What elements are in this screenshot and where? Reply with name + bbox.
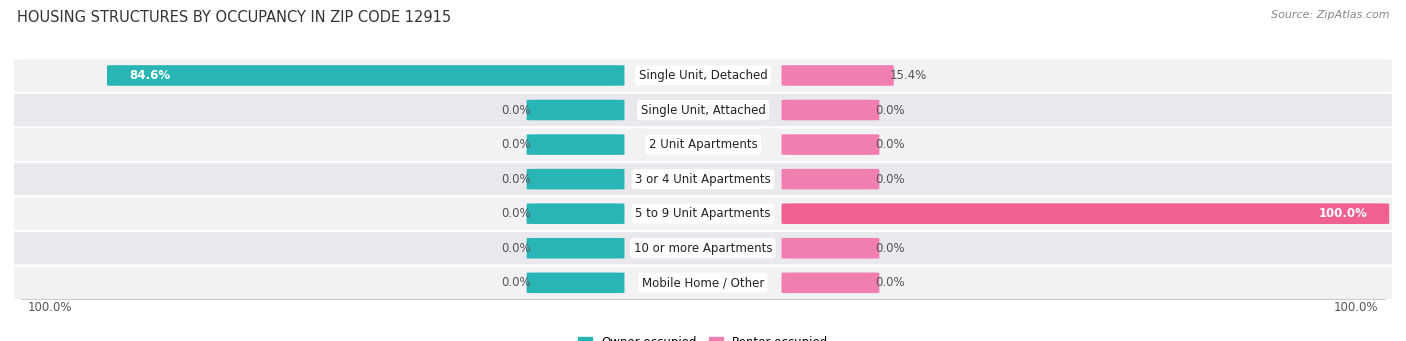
FancyBboxPatch shape xyxy=(527,272,624,293)
FancyBboxPatch shape xyxy=(782,134,879,155)
Text: 0.0%: 0.0% xyxy=(875,276,905,289)
Text: 3 or 4 Unit Apartments: 3 or 4 Unit Apartments xyxy=(636,173,770,186)
FancyBboxPatch shape xyxy=(10,94,1396,126)
FancyBboxPatch shape xyxy=(782,65,894,86)
Text: 0.0%: 0.0% xyxy=(875,138,905,151)
FancyBboxPatch shape xyxy=(107,65,624,86)
FancyBboxPatch shape xyxy=(527,169,624,190)
Text: 100.0%: 100.0% xyxy=(1334,301,1378,314)
Text: Single Unit, Attached: Single Unit, Attached xyxy=(641,104,765,117)
Text: 0.0%: 0.0% xyxy=(501,138,531,151)
Text: Mobile Home / Other: Mobile Home / Other xyxy=(641,276,765,289)
FancyBboxPatch shape xyxy=(782,238,879,258)
Text: 5 to 9 Unit Apartments: 5 to 9 Unit Apartments xyxy=(636,207,770,220)
Text: 0.0%: 0.0% xyxy=(875,242,905,255)
Text: 0.0%: 0.0% xyxy=(501,104,531,117)
FancyBboxPatch shape xyxy=(782,100,879,120)
Text: 0.0%: 0.0% xyxy=(501,207,531,220)
FancyBboxPatch shape xyxy=(527,203,624,224)
FancyBboxPatch shape xyxy=(782,169,879,190)
FancyBboxPatch shape xyxy=(782,203,1389,224)
Text: 0.0%: 0.0% xyxy=(501,173,531,186)
FancyBboxPatch shape xyxy=(10,163,1396,195)
Text: 0.0%: 0.0% xyxy=(501,242,531,255)
Text: HOUSING STRUCTURES BY OCCUPANCY IN ZIP CODE 12915: HOUSING STRUCTURES BY OCCUPANCY IN ZIP C… xyxy=(17,10,451,25)
Text: 100.0%: 100.0% xyxy=(1319,207,1367,220)
Text: 0.0%: 0.0% xyxy=(501,276,531,289)
FancyBboxPatch shape xyxy=(10,267,1396,299)
Legend: Owner-occupied, Renter-occupied: Owner-occupied, Renter-occupied xyxy=(575,333,831,341)
Text: 10 or more Apartments: 10 or more Apartments xyxy=(634,242,772,255)
Text: 15.4%: 15.4% xyxy=(890,69,927,82)
FancyBboxPatch shape xyxy=(10,59,1396,92)
FancyBboxPatch shape xyxy=(527,100,624,120)
FancyBboxPatch shape xyxy=(782,272,879,293)
Text: 2 Unit Apartments: 2 Unit Apartments xyxy=(648,138,758,151)
FancyBboxPatch shape xyxy=(527,238,624,258)
Text: 84.6%: 84.6% xyxy=(129,69,170,82)
Text: Single Unit, Detached: Single Unit, Detached xyxy=(638,69,768,82)
Text: 0.0%: 0.0% xyxy=(875,104,905,117)
Text: Source: ZipAtlas.com: Source: ZipAtlas.com xyxy=(1271,10,1389,20)
FancyBboxPatch shape xyxy=(527,134,624,155)
FancyBboxPatch shape xyxy=(10,129,1396,161)
FancyBboxPatch shape xyxy=(10,197,1396,230)
Text: 100.0%: 100.0% xyxy=(28,301,72,314)
Text: 0.0%: 0.0% xyxy=(875,173,905,186)
FancyBboxPatch shape xyxy=(10,232,1396,264)
